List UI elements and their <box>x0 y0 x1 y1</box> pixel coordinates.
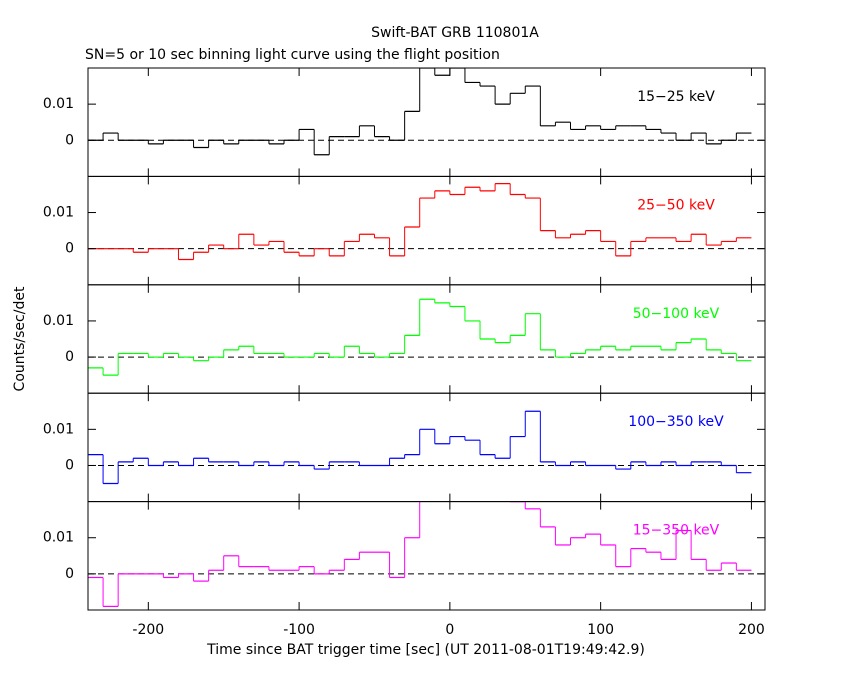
x-tick-label: 0 <box>445 622 454 638</box>
band-label: 15−350 keV <box>633 523 720 539</box>
y-tick-label: 0 <box>65 457 74 473</box>
band-label: 50−100 keV <box>633 306 720 322</box>
chart-subtitle: SN=5 or 10 sec binning light curve using… <box>85 47 500 63</box>
panel-data <box>88 183 765 261</box>
chart-title: Swift-BAT GRB 110801A <box>371 25 539 41</box>
y-tick-label: 0.01 <box>43 205 74 221</box>
panel-data <box>88 68 765 156</box>
y-tick-label: 0 <box>65 132 74 148</box>
y-tick-label: 0.01 <box>43 96 74 112</box>
y-tick-label: 0 <box>65 349 74 365</box>
x-axis-label: Time since BAT trigger time [sec] (UT 20… <box>206 642 645 658</box>
y-tick-label: 0 <box>65 566 74 582</box>
panel-frame <box>87 501 766 611</box>
y-tick-label: 0.01 <box>43 421 74 437</box>
x-tick-label: 100 <box>587 622 614 638</box>
panel-data <box>88 410 765 485</box>
band-label: 15−25 keV <box>637 89 715 105</box>
panel-data <box>88 298 765 376</box>
band-label: 25−50 keV <box>637 197 715 213</box>
y-tick-label: 0.01 <box>43 530 74 546</box>
y-axis-label: Counts/sec/det <box>12 286 28 391</box>
x-tick-label: -200 <box>132 622 164 638</box>
band-label: 100−350 keV <box>628 414 724 430</box>
y-tick-label: 0.01 <box>43 313 74 329</box>
x-tick-label: -100 <box>283 622 315 638</box>
y-tick-label: 0 <box>65 241 74 257</box>
x-tick-label: 200 <box>738 622 765 638</box>
panel-data <box>88 501 765 607</box>
